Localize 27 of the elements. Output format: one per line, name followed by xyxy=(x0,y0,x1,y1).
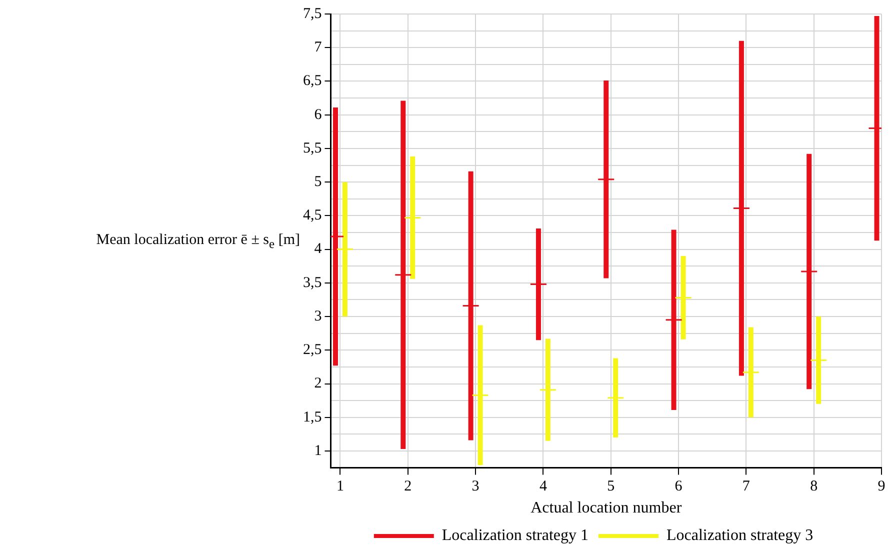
y-tick-label: 1,5 xyxy=(303,409,322,426)
y-tick-label: 7,5 xyxy=(303,6,322,22)
y-tick-label: 4 xyxy=(314,241,322,258)
y-tick-label: 5,5 xyxy=(303,140,322,156)
y-tick-label: 6,5 xyxy=(303,73,322,90)
y-tick-label: 7 xyxy=(314,40,322,56)
x-tick-label: 6 xyxy=(674,478,683,495)
x-tick-label: 8 xyxy=(810,478,818,495)
y-tick-label: 3,5 xyxy=(303,274,322,291)
x-tick-label: 7 xyxy=(742,478,750,495)
x-tick-label: 5 xyxy=(607,478,615,495)
y-tick-label: 2 xyxy=(314,376,322,392)
x-tick-label: 2 xyxy=(404,478,412,495)
y-tick-label: 4,5 xyxy=(303,208,322,224)
x-tick-label: 1 xyxy=(336,478,344,495)
x-axis-title: Actual location number xyxy=(530,500,682,517)
y-axis-title: Mean localization error ē ± s$_{e}$ [m] xyxy=(96,232,300,252)
legend-label: Localization strategy 1 xyxy=(442,527,588,544)
y-tick-label: 1 xyxy=(314,442,322,459)
y-tick-label: 5 xyxy=(314,174,322,190)
y-tick-label: 3 xyxy=(314,308,322,324)
y-tick-label: 6 xyxy=(314,106,322,123)
x-tick-label: 4 xyxy=(539,478,548,495)
x-tick-label: 9 xyxy=(878,478,886,495)
x-tick-label: 3 xyxy=(472,478,480,495)
y-tick-label: 2,5 xyxy=(303,342,322,358)
legend-label: Localization strategy 3 xyxy=(666,527,814,544)
